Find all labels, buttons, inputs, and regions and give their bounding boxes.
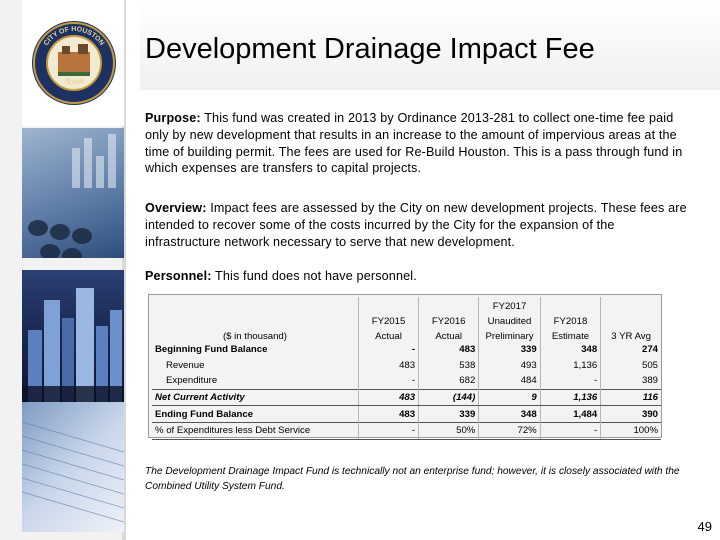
city-seal-icon: CITY OF HOUSTON TEXAS xyxy=(32,21,116,105)
slide-title: Development Drainage Impact Fee xyxy=(145,33,595,65)
table-cell: (144) xyxy=(418,388,479,407)
table-cell: - xyxy=(539,373,601,390)
table-row: Beginning Fund Balance - 483 339 348 274 xyxy=(152,342,661,358)
table-cell: 339 xyxy=(418,405,479,423)
table-cell: 9 xyxy=(478,388,541,407)
purpose-text: This fund was created in 2013 by Ordinan… xyxy=(145,111,683,176)
personnel-label: Personnel: xyxy=(145,269,212,283)
table-row: % of Expenditures less Debt Service - 50… xyxy=(152,421,661,440)
table-cell: 484 xyxy=(478,373,541,390)
header-col-1-line1 xyxy=(357,297,419,312)
row-label: Ending Fund Balance xyxy=(155,408,254,420)
table-cell: 339 xyxy=(478,342,541,358)
header-col-3-line2: Unaudited xyxy=(478,312,541,327)
table-cell: 389 xyxy=(600,373,661,390)
table-header-row-3: ($ in thousand) Actual Actual Preliminar… xyxy=(152,327,661,342)
header-col-2-line3: Actual xyxy=(418,327,479,342)
table-row: Net Current Activity 483 (144) 9 1,136 1… xyxy=(152,388,661,407)
table-cell: - xyxy=(539,421,601,440)
header-col-5-line1 xyxy=(600,297,661,312)
overview-text: Impact fees are assessed by the City on … xyxy=(145,201,687,249)
overview-label: Overview: xyxy=(145,201,207,215)
table-cell: 1,136 xyxy=(539,357,601,374)
table-cell: 348 xyxy=(478,405,541,423)
svg-text:TEXAS: TEXAS xyxy=(63,77,86,86)
page-number: 49 xyxy=(697,519,712,534)
table-cell: 493 xyxy=(478,357,541,374)
table-cell: 538 xyxy=(418,357,479,374)
fund-summary-table: FY2017 FY2015 FY2016 Unaudited FY2018 ($… xyxy=(152,297,661,440)
header-col-2-line1 xyxy=(418,297,479,312)
header-col-4-line2: FY2018 xyxy=(539,312,601,327)
header-col-5-line3: 3 YR Avg xyxy=(600,327,661,342)
table-cell: 274 xyxy=(600,342,661,358)
row-label: Expenditure xyxy=(166,375,218,387)
row-label: Revenue xyxy=(166,359,205,371)
table-cell: 483 xyxy=(357,357,419,374)
table-cell: 390 xyxy=(600,405,661,423)
table-cell: 483 xyxy=(418,342,479,358)
table-header-row-1: FY2017 xyxy=(152,297,661,312)
city-seal-panel: CITY OF HOUSTON TEXAS xyxy=(22,0,124,126)
sidebar-divider xyxy=(122,0,126,540)
header-col-5-line2 xyxy=(600,312,661,327)
skyline-image-panel xyxy=(22,270,124,402)
header-col-1-line2: FY2015 xyxy=(357,312,419,327)
table-cell: 348 xyxy=(539,342,601,358)
overview-paragraph: Overview: Impact fees are assessed by th… xyxy=(145,200,693,250)
header-col-2-line2: FY2016 xyxy=(418,312,479,327)
table-cell: 505 xyxy=(600,357,661,374)
personnel-paragraph: Personnel: This fund does not have perso… xyxy=(145,268,693,285)
calculator-chart-image xyxy=(28,134,116,258)
purpose-label: Purpose: xyxy=(145,111,201,125)
fund-summary-table-container: FY2017 FY2015 FY2016 Unaudited FY2018 ($… xyxy=(148,294,662,440)
table-cell: 682 xyxy=(418,373,479,390)
header-col-4-line1 xyxy=(539,297,601,312)
table-cell: 116 xyxy=(600,388,661,407)
header-col-3-line1: FY2017 xyxy=(478,297,541,312)
table-cell: 483 xyxy=(357,388,419,407)
seal-bottom-text: TEXAS xyxy=(63,77,86,86)
spreadsheet-paper-image xyxy=(22,421,124,523)
table-row: Revenue 483 538 493 1,136 505 xyxy=(152,357,661,374)
unit-label: ($ in thousand) xyxy=(222,331,287,342)
footnote: The Development Drainage Impact Fund is … xyxy=(145,466,680,492)
table-cell: - xyxy=(357,373,419,390)
city-skyline-image xyxy=(22,288,124,402)
table-cell: 100% xyxy=(600,421,661,440)
title-band xyxy=(140,0,720,90)
personnel-text: This fund does not have personnel. xyxy=(215,269,417,283)
table-row: Ending Fund Balance 483 339 348 1,484 39… xyxy=(152,405,661,423)
row-label: Net Current Activity xyxy=(152,388,359,407)
table-cell: 72% xyxy=(478,421,541,440)
row-label: % of Expenditures less Debt Service xyxy=(152,421,359,440)
table-cell: 50% xyxy=(418,421,479,440)
table-cell: 1,136 xyxy=(539,388,601,407)
purpose-paragraph: Purpose: This fund was created in 2013 b… xyxy=(145,110,693,177)
table-cell: - xyxy=(357,342,419,358)
table-row: Expenditure - 682 484 - 389 xyxy=(152,373,661,390)
table-cell: 483 xyxy=(357,405,419,423)
calculator-image-panel xyxy=(22,128,124,258)
header-col-4-line3: Estimate xyxy=(539,327,601,342)
table-header-row-2: FY2015 FY2016 Unaudited FY2018 xyxy=(152,312,661,327)
row-label: Beginning Fund Balance xyxy=(155,344,268,356)
header-col-1-line3: Actual xyxy=(357,327,419,342)
table-cell: - xyxy=(357,421,419,440)
table-cell: 1,484 xyxy=(539,405,601,423)
header-col-3-line3: Preliminary xyxy=(478,327,541,342)
decorative-sidebar: CITY OF HOUSTON TEXAS xyxy=(0,0,126,540)
paper-image-panel xyxy=(22,402,124,532)
